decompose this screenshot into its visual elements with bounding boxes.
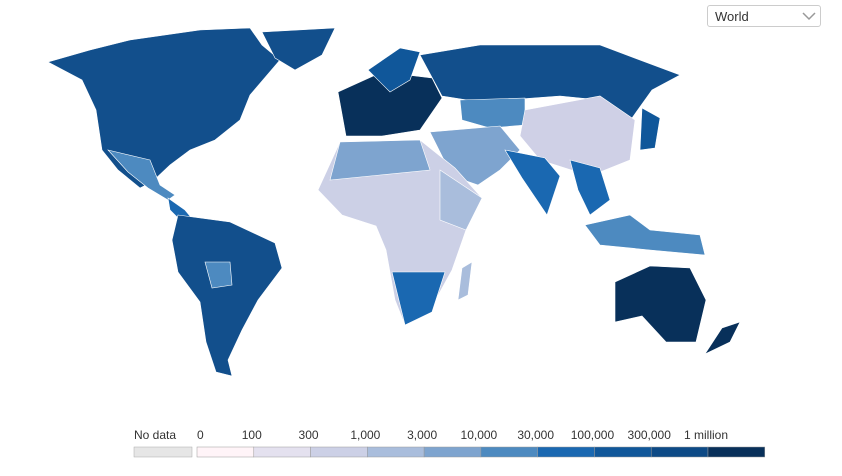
china — [519, 95, 636, 177]
legend-tick-label: 3,000 — [407, 428, 437, 442]
legend-tick-label: 1,000 — [350, 428, 380, 442]
north-africa — [329, 139, 431, 181]
legend-tick-label: 0 — [197, 428, 204, 442]
east-africa — [439, 169, 483, 231]
legend: 0 100 300 1,000 3,000 10,000 30,000 100,000 300,… — [196, 428, 766, 458]
scandinavia — [367, 47, 421, 93]
legend-bin — [480, 446, 538, 458]
greenland — [261, 27, 336, 71]
indonesia — [584, 214, 706, 256]
legend-bin — [650, 446, 709, 458]
no-data-label: No data — [134, 428, 176, 442]
south-america — [171, 214, 283, 377]
legend-tick-label: 10,000 — [461, 428, 498, 442]
madagascar — [457, 261, 473, 301]
legend-tick-label: 300,000 — [628, 428, 672, 442]
india — [504, 149, 561, 216]
legend-bin — [253, 446, 311, 458]
region-select[interactable]: World — [707, 5, 821, 27]
se-asia — [569, 159, 611, 216]
mexico — [107, 149, 176, 201]
north-america — [47, 27, 281, 189]
central-asia — [459, 97, 526, 129]
chevron — [802, 12, 816, 21]
legend-bin — [594, 446, 652, 458]
legend-tick-label: 300 — [299, 428, 319, 442]
region-select-value: World — [715, 9, 749, 24]
legend-bin — [196, 446, 255, 458]
legend-tick-label: 100 — [242, 428, 262, 442]
land — [47, 27, 741, 377]
legend-bin — [423, 446, 482, 458]
legend-bin — [707, 446, 766, 458]
southern-africa — [391, 271, 446, 326]
bolivia — [204, 261, 233, 289]
legend-tick-label: 30,000 — [517, 428, 554, 442]
legend-bin — [310, 446, 368, 458]
new-zealand — [704, 321, 741, 355]
legend-tick-label: 100,000 — [571, 428, 615, 442]
legend-bin — [367, 446, 425, 458]
no-data-swatch — [133, 446, 193, 458]
australia — [614, 265, 707, 343]
legend-tick-label: 1 million — [684, 428, 728, 442]
japan — [639, 107, 661, 151]
legend-bin — [537, 446, 595, 458]
